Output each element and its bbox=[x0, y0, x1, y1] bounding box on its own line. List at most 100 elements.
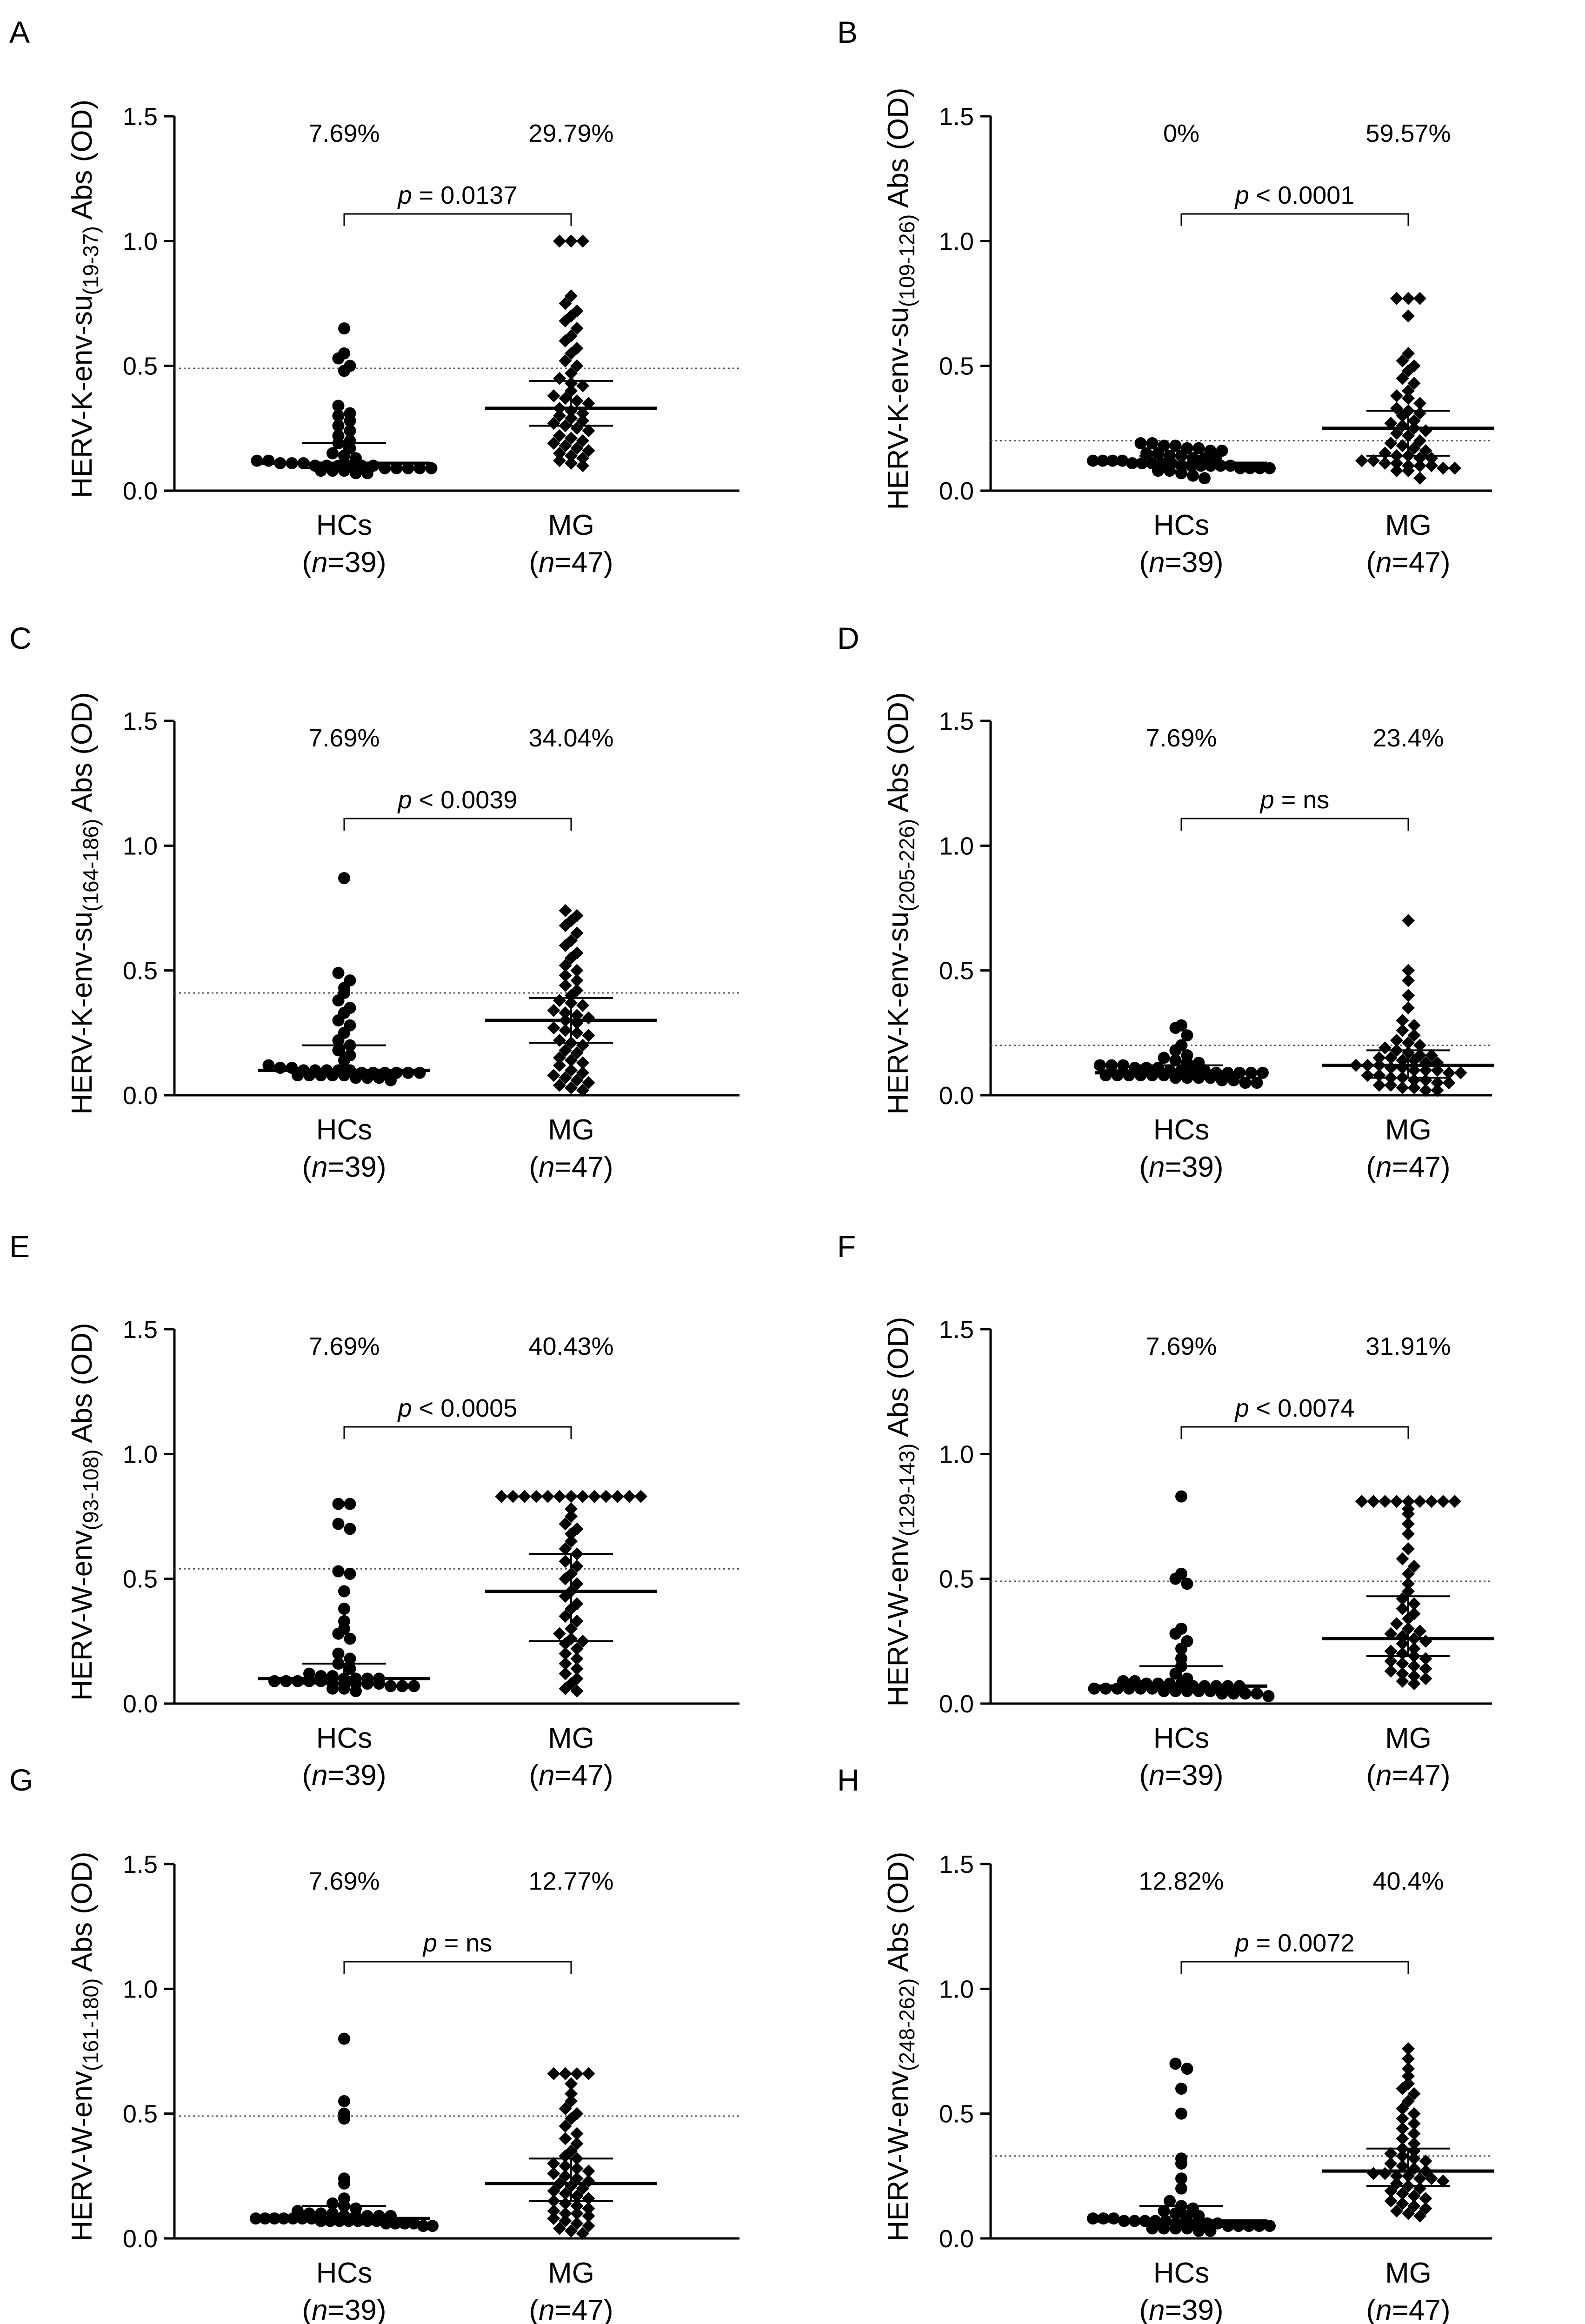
data-point-mg bbox=[1384, 417, 1398, 430]
data-point-mg bbox=[1396, 2082, 1409, 2095]
data-point-mg bbox=[570, 1577, 584, 1591]
x-category-n-label: (n=47) bbox=[529, 2294, 613, 2324]
data-point-mg bbox=[565, 456, 578, 470]
y-axis-label-subscript: (248-262) bbox=[895, 1978, 919, 2071]
data-point-hcs bbox=[402, 1066, 414, 1079]
data-point-hcs bbox=[1123, 1069, 1135, 1082]
data-point-mg bbox=[495, 1490, 508, 1503]
x-category-label: MG bbox=[1385, 509, 1432, 541]
y-tick-label: 0.0 bbox=[123, 477, 158, 505]
data-point-mg bbox=[1407, 2199, 1421, 2213]
percent-label: 40.4% bbox=[1372, 1867, 1444, 1895]
data-point-mg bbox=[1402, 1577, 1415, 1591]
percent-label: 40.43% bbox=[528, 1332, 613, 1360]
data-point-mg bbox=[559, 969, 572, 982]
data-point-hcs bbox=[1253, 462, 1266, 474]
y-tick-label: 0.0 bbox=[939, 2225, 974, 2253]
data-point-mg bbox=[576, 999, 589, 1012]
percent-label: 59.57% bbox=[1365, 120, 1451, 147]
data-point-mg bbox=[570, 1026, 584, 1039]
y-tick-label: 0.5 bbox=[939, 957, 974, 985]
data-point-hcs bbox=[1099, 1069, 1112, 1082]
data-point-mg bbox=[1448, 461, 1461, 475]
x-category-n-label: (n=47) bbox=[529, 1759, 613, 1791]
data-point-mg bbox=[576, 379, 589, 393]
data-point-mg bbox=[553, 1627, 566, 1640]
x-category-n-label: (n=47) bbox=[1366, 1759, 1451, 1791]
data-point-mg bbox=[570, 1685, 584, 1698]
n-suffix: =47) bbox=[1392, 2294, 1451, 2324]
p-value-label: p < 0.0005 bbox=[397, 1394, 518, 1422]
n-prefix: ( bbox=[529, 1759, 539, 1791]
data-point-mg bbox=[547, 1004, 560, 1017]
data-point-mg bbox=[1384, 2157, 1398, 2170]
n-italic: n bbox=[539, 1759, 554, 1791]
data-point-mg bbox=[1396, 439, 1409, 453]
data-point-mg bbox=[565, 289, 578, 303]
p-italic: p bbox=[397, 181, 412, 209]
panel-d: D 0.0 0.5 1.0 1.5 HERV-K-env-su(205-226) Abs … bbox=[837, 621, 1494, 1183]
data-point-mg bbox=[1390, 2204, 1403, 2217]
data-point-mg bbox=[1419, 1672, 1432, 1685]
data-point-hcs bbox=[338, 365, 350, 377]
data-point-mg bbox=[576, 434, 589, 447]
data-point-mg bbox=[553, 454, 566, 467]
significance-bracket bbox=[1180, 1426, 1409, 1439]
n-prefix: ( bbox=[302, 1759, 312, 1791]
data-point-mg bbox=[1437, 2174, 1450, 2188]
y-axis-label-tail: Abs (OD) bbox=[882, 1852, 914, 1978]
x-category-label: HCs bbox=[1153, 1722, 1210, 1754]
data-point-mg bbox=[1402, 464, 1415, 478]
data-point-hcs bbox=[1243, 2220, 1255, 2232]
p-italic: p bbox=[397, 1394, 412, 1422]
n-italic: n bbox=[1376, 2294, 1392, 2324]
data-point-mg bbox=[576, 452, 589, 465]
data-point-mg bbox=[576, 1056, 589, 1070]
data-point-hcs bbox=[268, 1675, 280, 1687]
panel-letter: C bbox=[9, 621, 32, 655]
n-prefix: ( bbox=[1366, 1759, 1376, 1791]
data-point-hcs bbox=[315, 1675, 327, 1687]
data-point-hcs bbox=[1164, 2195, 1176, 2207]
data-point-mg bbox=[553, 409, 566, 422]
data-point-hcs bbox=[1227, 1687, 1240, 1700]
n-prefix: ( bbox=[302, 546, 312, 579]
n-prefix: ( bbox=[529, 546, 539, 579]
data-point-hcs bbox=[326, 1682, 339, 1695]
data-point-mg bbox=[1413, 1495, 1426, 1508]
data-point-mg bbox=[1396, 2102, 1409, 2115]
y-axis-label-main: HERV-K-env-su bbox=[882, 912, 914, 1114]
data-point-mg bbox=[559, 1071, 572, 1085]
data-point-mg bbox=[565, 2087, 578, 2100]
data-point-mg bbox=[1390, 1617, 1403, 1631]
data-point-mg bbox=[1419, 2202, 1432, 2215]
data-point-hcs bbox=[396, 1680, 408, 1692]
data-point-mg bbox=[547, 1069, 560, 1082]
data-point-hcs bbox=[1088, 1682, 1100, 1695]
data-point-mg bbox=[547, 2157, 560, 2170]
data-point-hcs bbox=[1181, 2222, 1193, 2235]
x-category-n-label: (n=39) bbox=[302, 2294, 386, 2324]
n-suffix: =47) bbox=[1392, 1759, 1451, 1791]
x-category-n-label: (n=39) bbox=[1139, 546, 1224, 579]
data-point-mg bbox=[570, 2127, 584, 2140]
n-italic: n bbox=[312, 546, 327, 579]
percent-label: 29.79% bbox=[528, 120, 613, 147]
data-point-mg bbox=[1390, 426, 1403, 440]
y-axis-label-main: HERV-W-env bbox=[882, 1536, 914, 1706]
data-point-hcs bbox=[338, 2112, 350, 2125]
y-tick-label: 0.5 bbox=[939, 353, 974, 380]
data-point-mg bbox=[559, 1542, 572, 1556]
x-category-label: MG bbox=[548, 509, 594, 541]
data-point-hcs bbox=[1222, 2220, 1234, 2232]
data-point-mg bbox=[1384, 437, 1398, 450]
data-point-mg bbox=[1396, 2197, 1409, 2210]
data-point-mg bbox=[1396, 2112, 1409, 2125]
data-point-mg bbox=[570, 2217, 584, 2230]
data-point-hcs bbox=[390, 462, 403, 474]
p-value-label: p = ns bbox=[422, 1929, 493, 1957]
p-italic: p bbox=[1234, 181, 1249, 209]
data-point-mg bbox=[1407, 414, 1421, 427]
data-point-mg bbox=[559, 297, 572, 310]
data-point-mg bbox=[1454, 1066, 1467, 1079]
